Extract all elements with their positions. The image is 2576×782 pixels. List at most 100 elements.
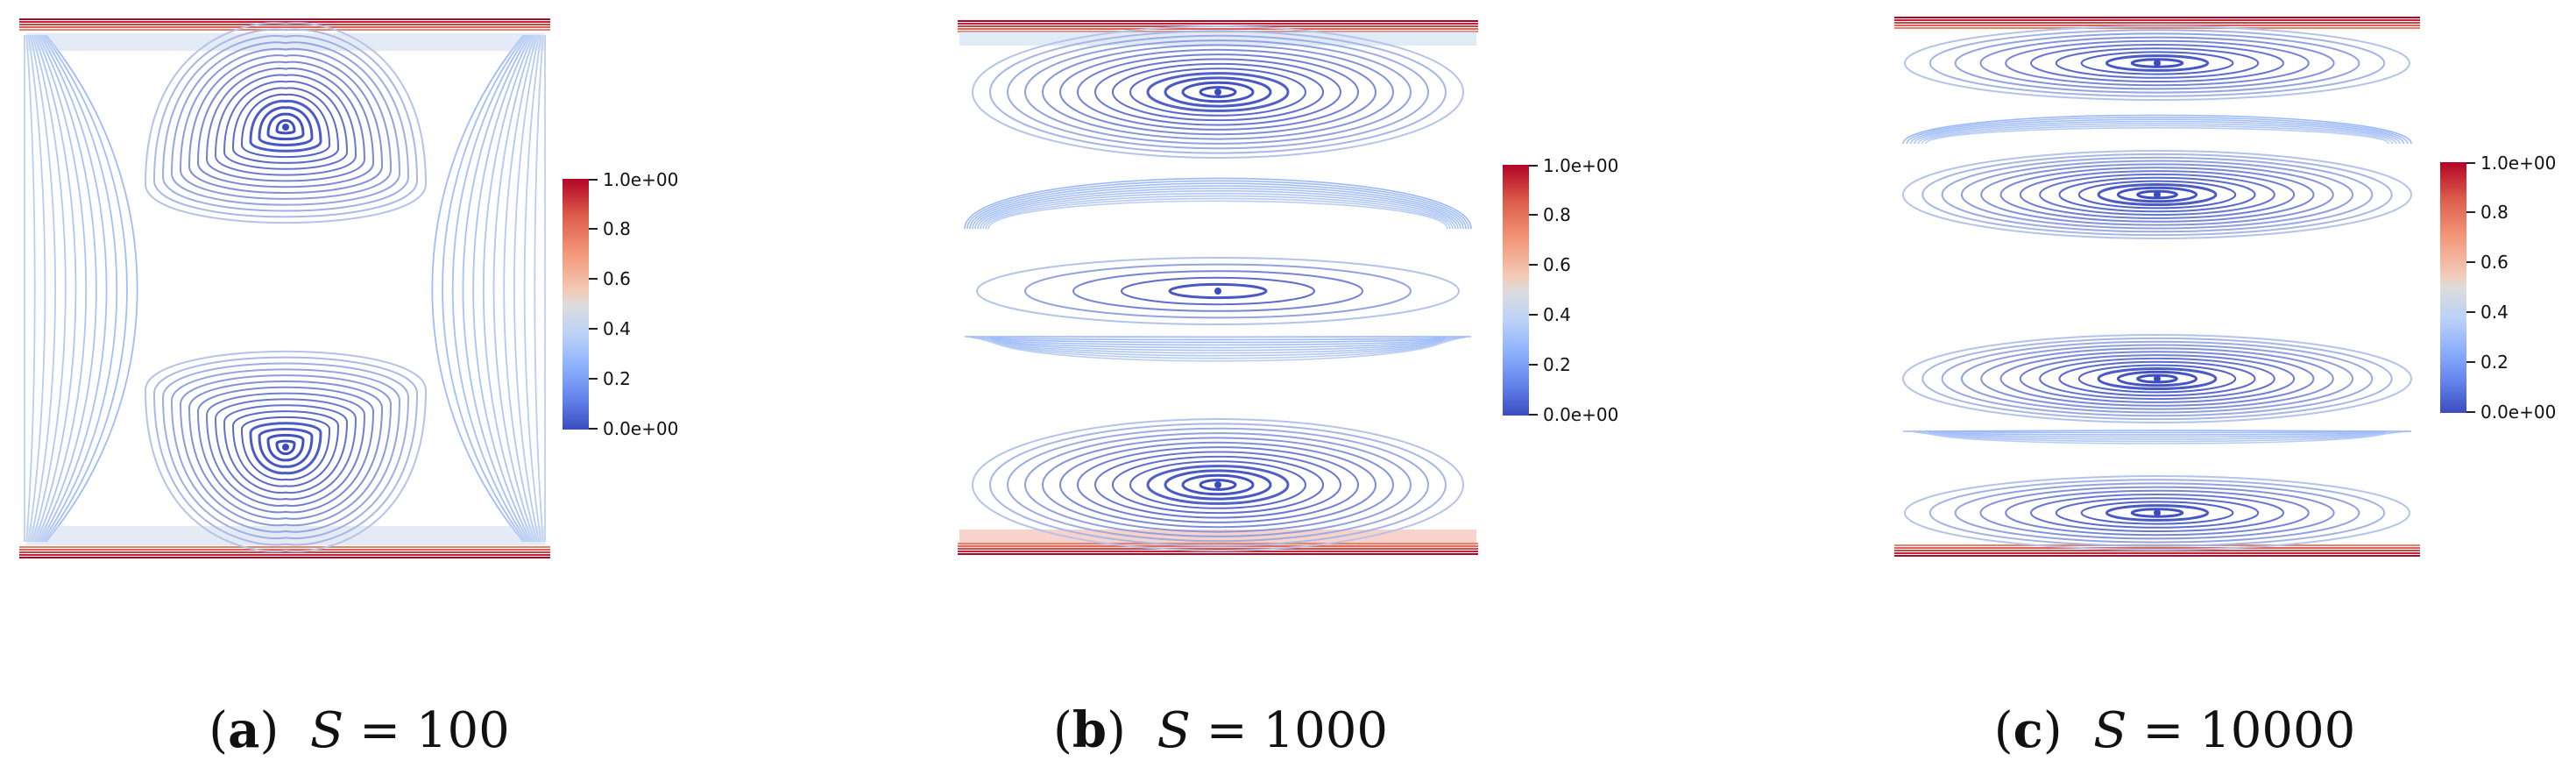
streamline (214, 74, 357, 176)
streamline (2097, 182, 2218, 207)
streamline (1906, 116, 2409, 145)
streamline (1921, 337, 2393, 421)
streamline (442, 34, 527, 543)
streamline (2030, 44, 2284, 82)
streamline (1941, 156, 2374, 233)
streamline (969, 182, 1467, 230)
streamline (2080, 501, 2234, 525)
streamline (2039, 357, 2275, 401)
streamline (170, 41, 401, 206)
streamline (1979, 36, 2335, 90)
streamline (2019, 354, 2296, 403)
streamline (2005, 489, 2310, 537)
streamline (41, 34, 118, 543)
streamline (1904, 25, 2410, 101)
streamline (2058, 360, 2256, 397)
streamline (231, 87, 340, 164)
streamline (1077, 53, 1359, 131)
streamline (985, 336, 1451, 359)
streamline-plot-b (958, 20, 1478, 555)
streamline (35, 34, 87, 543)
colorbar-tick-label: 0.8 (603, 218, 631, 239)
streamline (2019, 170, 2296, 219)
streamline (980, 336, 1456, 354)
streamline (1164, 76, 1272, 108)
streamline (275, 439, 296, 455)
colorbar-tick-label: 0.6 (1543, 254, 1571, 275)
streamline (2130, 508, 2184, 518)
streamline (977, 336, 1459, 352)
streamline (977, 189, 1459, 230)
streamline (27, 34, 46, 543)
streamline (1979, 486, 2335, 540)
figure-panel-a: 1.0e+00 0.8 0.6 0.4 0.2 0.0e+00 (a) S = … (0, 0, 859, 782)
streamline (1007, 427, 1429, 543)
streamline (1059, 48, 1376, 136)
streamline (972, 25, 1464, 159)
vortex-center (2154, 375, 2161, 382)
streamline (989, 423, 1447, 547)
streamline (188, 54, 384, 195)
streamline (980, 192, 1456, 230)
colorbar-tick-label: 0.2 (2480, 352, 2509, 373)
streamline (462, 34, 530, 543)
streamline (2116, 370, 2198, 387)
colorbar-tick-label: 0.0e+00 (1543, 404, 1619, 425)
streamline (483, 34, 534, 543)
figure-panel-c: 1.0e+00 0.8 0.6 0.4 0.2 0.0e+00 (c) S = … (1875, 0, 2576, 782)
caption-a: (a) S = 100 (209, 701, 510, 759)
streamline (205, 392, 366, 507)
streamline (1129, 68, 1306, 117)
streamline (1121, 276, 1315, 306)
caption-value: 1000 (1263, 702, 1388, 759)
streamline (1921, 153, 2393, 237)
colorbar-gradient (563, 179, 589, 430)
caption-symbol: S (309, 702, 344, 759)
streamline (534, 34, 544, 543)
streamline (976, 257, 1460, 325)
streamline-plot-c (1894, 17, 2420, 557)
streamline (1059, 441, 1376, 529)
streamline (266, 112, 305, 141)
streamline (188, 380, 384, 520)
streamline (513, 34, 541, 543)
streamline (1199, 479, 1237, 491)
streamline (1077, 446, 1359, 523)
streamline (1168, 282, 1268, 300)
colorbar-tick-label: 0.0e+00 (603, 418, 679, 439)
streamline (179, 374, 393, 527)
streamline (1917, 430, 2397, 440)
streamline (972, 418, 1464, 551)
caption-c: (c) S = 10000 (1993, 701, 2356, 759)
streamline (1024, 263, 1412, 319)
caption-relation: = (2142, 702, 2184, 759)
streamline (1980, 163, 2334, 226)
vortex-center (282, 444, 289, 451)
streamline (966, 336, 1469, 341)
streamline (1181, 81, 1255, 103)
streamline (152, 28, 419, 218)
streamline (2105, 54, 2210, 72)
streamline (33, 34, 77, 543)
streamline (223, 404, 349, 494)
colorbar-tick-label: 0.0e+00 (2480, 402, 2557, 423)
streamline (1024, 432, 1412, 537)
wall-region (959, 32, 1476, 46)
colorbar-tick-label: 0.8 (1543, 204, 1571, 225)
streamline (29, 34, 56, 543)
streamline (144, 22, 428, 224)
streamline (231, 410, 340, 487)
streamline (1921, 124, 2394, 145)
streamline (987, 200, 1448, 230)
streamline (152, 356, 419, 546)
streamline (1904, 475, 2410, 551)
streamline (972, 185, 1464, 230)
streamline (1999, 351, 2315, 407)
streamline (179, 47, 393, 200)
colorbar-tick-label: 0.4 (1543, 304, 1571, 325)
streamline (144, 350, 428, 552)
streamline (240, 93, 331, 159)
streamline (2130, 58, 2184, 68)
streamline (2055, 497, 2260, 529)
streamline (1181, 473, 1255, 496)
